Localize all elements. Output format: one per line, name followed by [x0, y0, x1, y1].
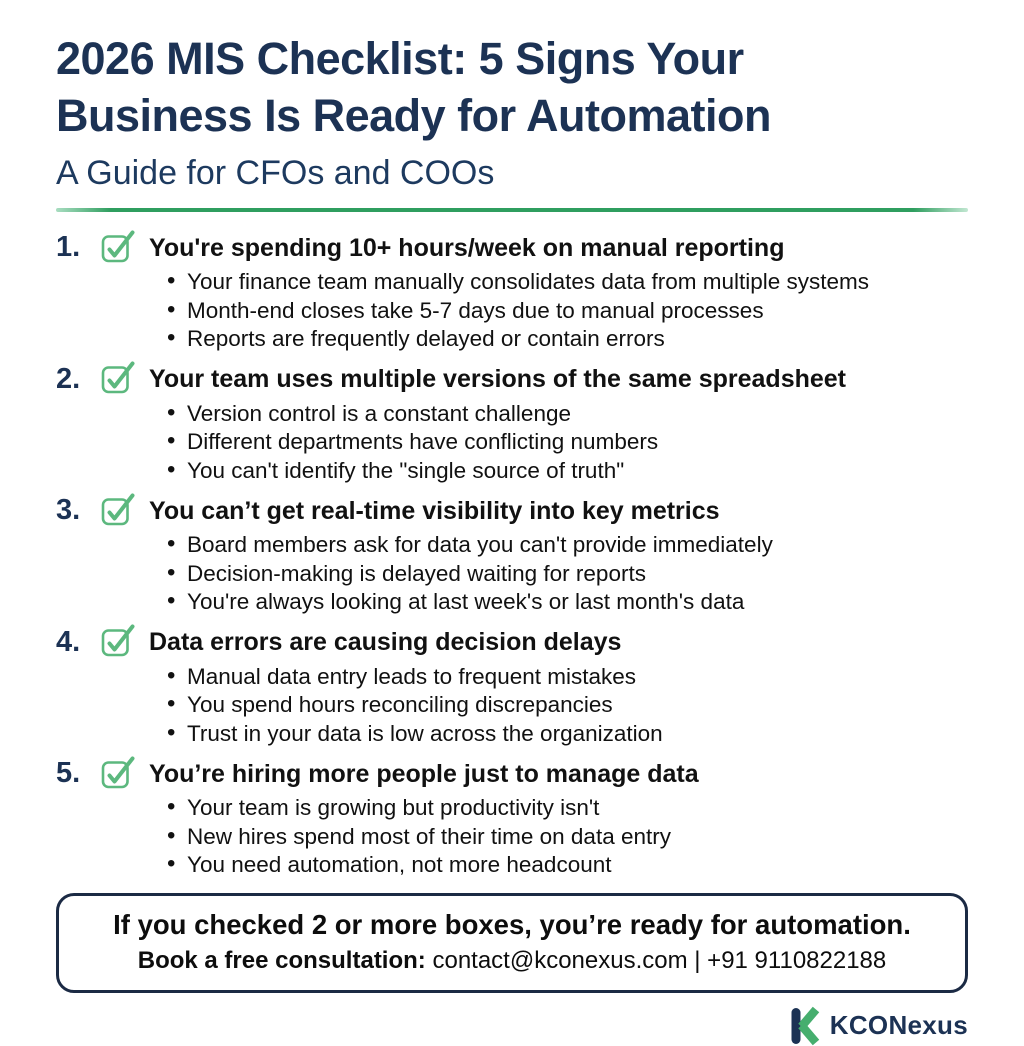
bullet-item: Manual data entry leads to frequent mist…	[167, 662, 968, 692]
bullet-item: Different departments have conflicting n…	[167, 427, 968, 457]
cta-contact-label: Book a free consultation:	[137, 946, 426, 974]
page-title-line2: Business Is Ready for Automation	[56, 90, 771, 141]
checklist-item: 3. You can’t get real-time visibility in…	[56, 493, 968, 617]
page-title: 2026 MIS Checklist: 5 Signs Your Busines…	[56, 30, 968, 144]
checkbox-checked-icon	[101, 493, 135, 525]
checkbox-checked-icon	[101, 756, 135, 788]
bullet-list: Board members ask for data you can't pro…	[56, 530, 968, 617]
cta-contact: Book a free consultation: contact@kconex…	[71, 947, 953, 975]
bullet-item: Your team is growing but productivity is…	[167, 793, 968, 823]
item-head: 5. You’re hiring more people just to man…	[56, 756, 968, 790]
item-number: 2.	[56, 362, 81, 395]
item-heading: You can’t get real-time visibility into …	[149, 496, 720, 525]
bullet-list: Manual data entry leads to frequent mist…	[56, 662, 968, 749]
checkbox-checked-icon	[101, 361, 135, 394]
cta-box: If you checked 2 or more boxes, you’re r…	[56, 892, 968, 993]
bullet-item: Board members ask for data you can't pro…	[167, 530, 968, 560]
bullet-item: Trust in your data is low across the org…	[167, 719, 968, 749]
bullet-item: Reports are frequently delayed or contai…	[167, 324, 968, 354]
item-head: 3. You can’t get real-time visibility in…	[56, 493, 968, 527]
item-head: 1. You're spending 10+ hours/week on man…	[56, 230, 968, 264]
bullet-item: You need automation, not more headcount	[167, 850, 968, 880]
logo-k-icon	[791, 1006, 820, 1045]
bullet-list: Your finance team manually consolidates …	[56, 267, 968, 354]
bullet-item: Decision-making is delayed waiting for r…	[167, 559, 968, 589]
item-head: 2. Your team uses multiple versions of t…	[56, 361, 968, 396]
bullet-item: You can't identify the "single source of…	[167, 456, 968, 486]
checkbox-checked-icon	[101, 230, 135, 262]
checklist-item: 5. You’re hiring more people just to man…	[56, 756, 968, 880]
subtitle: A Guide for CFOs and COOs	[56, 154, 495, 192]
item-heading: You're spending 10+ hours/week on manual…	[149, 233, 785, 262]
item-number: 1.	[56, 231, 81, 263]
checkbox-checked-icon	[101, 624, 135, 657]
footer: KCONexus	[56, 1006, 968, 1046]
bullet-item: You spend hours reconciling discrepancie…	[167, 690, 968, 720]
item-number: 3.	[56, 494, 81, 526]
bullet-item: You're always looking at last week's or …	[167, 587, 968, 617]
bullet-item: Version control is a constant challenge	[167, 399, 968, 429]
bullet-item: Month-end closes take 5-7 days due to ma…	[167, 296, 968, 326]
item-heading: Your team uses multiple versions of the …	[149, 365, 846, 393]
item-number: 5.	[56, 757, 81, 789]
bullet-item: Your finance team manually consolidates …	[167, 267, 968, 297]
checklist-item: 4. Data errors are causing decision dela…	[56, 624, 968, 749]
header: 2026 MIS Checklist: 5 Signs Your Busines…	[56, 30, 968, 212]
item-heading: Data errors are causing decision delays	[149, 628, 622, 656]
cta-contact-detail: contact@kconexus.com | +91 9110822188	[425, 946, 887, 974]
checklist: 1. You're spending 10+ hours/week on man…	[56, 230, 968, 880]
bullet-item: New hires spend most of their time on da…	[167, 822, 968, 852]
item-heading: You’re hiring more people just to manage…	[149, 759, 699, 788]
bullet-list: Version control is a constant challengeD…	[56, 399, 968, 486]
checklist-item: 1. You're spending 10+ hours/week on man…	[56, 230, 968, 354]
divider	[56, 208, 968, 212]
item-head: 4. Data errors are causing decision dela…	[56, 624, 968, 659]
item-number: 4.	[56, 625, 81, 658]
bullet-list: Your team is growing but productivity is…	[56, 793, 968, 880]
logo-text: KCONexus	[829, 1010, 968, 1040]
page-title-line1: 2026 MIS Checklist: 5 Signs Your	[56, 33, 744, 84]
cta-headline: If you checked 2 or more boxes, you’re r…	[113, 908, 911, 940]
checklist-item: 2. Your team uses multiple versions of t…	[56, 361, 968, 486]
